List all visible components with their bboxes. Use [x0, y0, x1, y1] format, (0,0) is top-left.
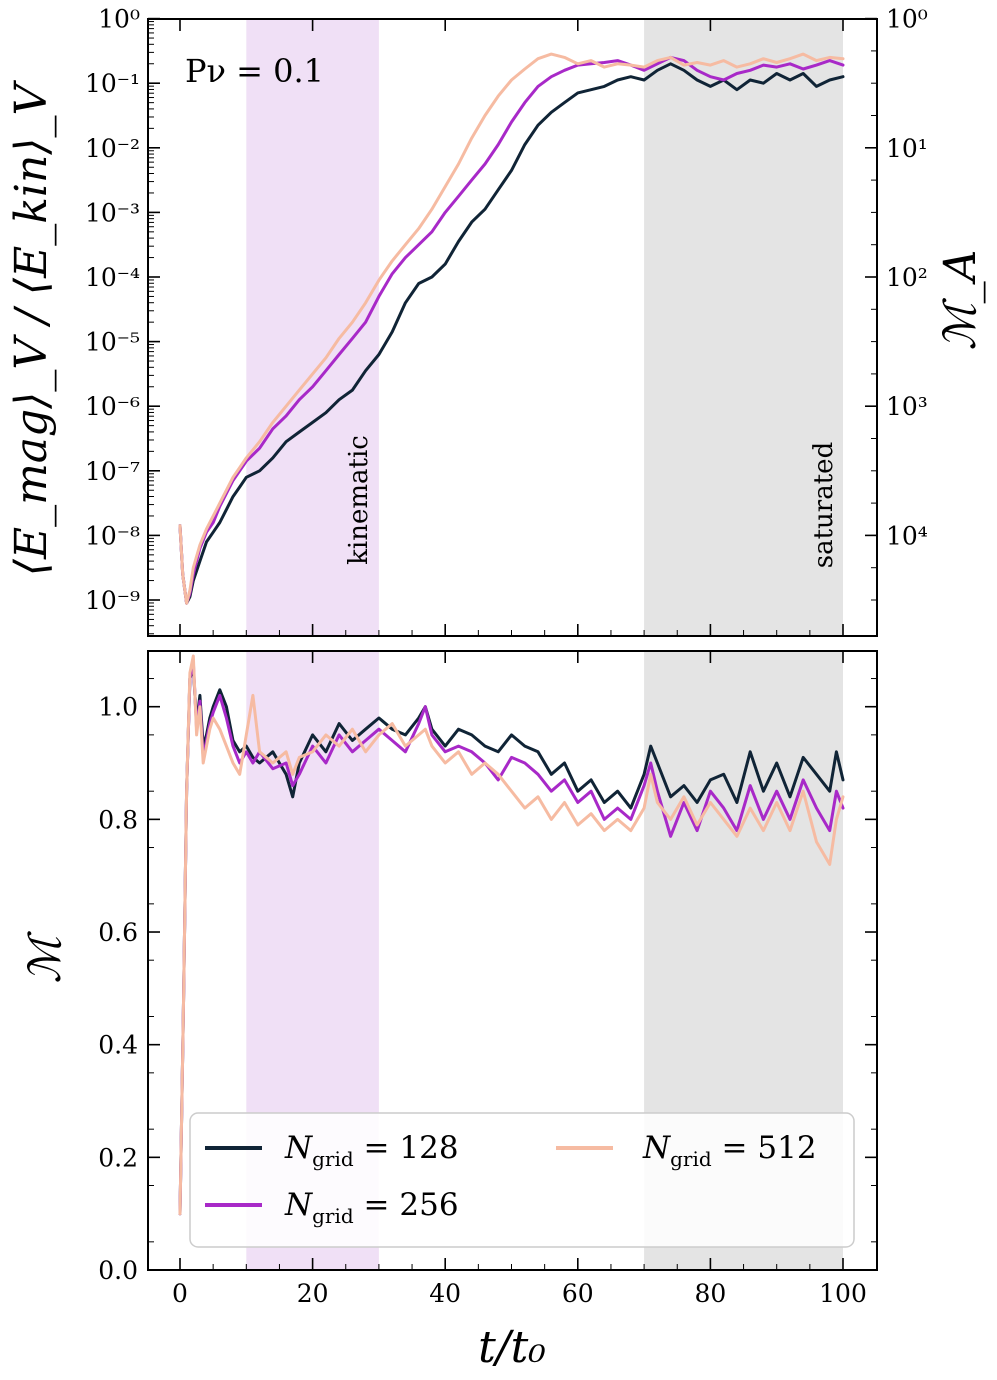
top-ticks-layer: 10⁻⁹ 10⁻⁸ 10⁻⁷ 10⁻⁶ 10⁻⁵ 10⁻⁴ 10⁻³ 10⁻² 10⁻¹ 10⁰ 1… [85, 5, 928, 636]
top-series-128 [178, 62, 845, 605]
saturated-label: saturated [809, 442, 839, 568]
top-ytick-right-label: 10¹ [886, 134, 928, 163]
top-region-kinematic [246, 19, 379, 636]
legend-sub-512: grid [670, 1147, 712, 1171]
bottom-ytick-label: 1.0 [98, 693, 138, 722]
top-ytick-right-label: 10² [886, 263, 928, 292]
bottom-xtick-label: 40 [429, 1279, 461, 1308]
legend-box [189, 1112, 855, 1248]
top-ytick-label: 10⁻³ [85, 198, 140, 227]
top-ytick-label: 10⁻¹ [85, 69, 140, 98]
kinematic-label: kinematic [344, 435, 374, 565]
bottom-xlabel: t/t₀ [478, 1322, 546, 1373]
top-region-layer [246, 19, 843, 636]
top-ytick-label: 10⁰ [98, 5, 140, 34]
legend-var-256: N [284, 1187, 314, 1223]
top-ytick-label: 10⁻⁵ [85, 328, 140, 357]
bottom-series-layer [178, 654, 845, 1216]
legend-eq-256: = 256 [354, 1187, 459, 1223]
bottom-series-512 [178, 654, 845, 1216]
top-ytick-right-label: 10⁰ [886, 5, 928, 34]
bottom-ytick-label: 0.2 [98, 1143, 138, 1172]
top-series-512 [178, 52, 845, 605]
top-ytick-label: 10⁻⁴ [85, 263, 140, 292]
top-region-saturated [644, 19, 843, 636]
bottom-ytick-label: 0.4 [98, 1031, 138, 1060]
bottom-ylabel: ℳ [20, 931, 71, 984]
bottom-ticks-layer: 0.0 0.2 0.4 0.6 0.8 1.0 0 20 40 60 80 100 [98, 630, 877, 1308]
top-ytick-label: 10⁻⁶ [85, 392, 140, 421]
bottom-ytick-label: 0.0 [98, 1256, 138, 1285]
legend-label-256: Ngrid = 256 [284, 1187, 459, 1228]
legend-var-512: N [642, 1130, 672, 1166]
top-panel: 10⁻⁹ 10⁻⁸ 10⁻⁷ 10⁻⁶ 10⁻⁵ 10⁻⁴ 10⁻³ 10⁻² 10⁻¹ 10⁰ 1… [6, 5, 986, 637]
legend-label-512: Ngrid = 512 [642, 1130, 817, 1171]
bottom-xtick-label: 0 [172, 1279, 188, 1308]
bottom-series-256 [178, 660, 845, 1216]
bottom-xtick-label: 60 [562, 1279, 594, 1308]
top-ytick-label: 10⁻⁷ [85, 457, 140, 486]
top-ytick-right-label: 10³ [886, 392, 928, 421]
bottom-ytick-label: 0.8 [98, 805, 138, 834]
top-axes-frame [147, 18, 878, 637]
legend-eq-512: = 512 [712, 1130, 817, 1166]
top-ytick-label: 10⁻² [85, 134, 140, 163]
legend: Ngrid = 128 Ngrid = 256 Ngrid = 512 [189, 1112, 855, 1248]
bottom-ytick-label: 0.6 [98, 918, 138, 947]
legend-sub-128: grid [312, 1147, 354, 1171]
bottom-panel: 0.0 0.2 0.4 0.6 0.8 1.0 0 20 40 60 80 100 ℳ t/t₀ Ng… [20, 630, 878, 1373]
legend-sub-256: grid [312, 1204, 354, 1228]
legend-label-128: Ngrid = 128 [284, 1130, 459, 1171]
bottom-xtick-label: 20 [297, 1279, 329, 1308]
top-ytick-right-label: 10⁴ [886, 521, 928, 550]
top-series-layer [178, 52, 845, 605]
top-ylabel-right: ℳ_A [935, 250, 986, 351]
legend-var-128: N [284, 1130, 314, 1166]
legend-eq-128: = 128 [354, 1130, 459, 1166]
bottom-series-128 [178, 665, 845, 1216]
bottom-xtick-label: 80 [694, 1279, 726, 1308]
top-ytick-label: 10⁻⁹ [85, 586, 140, 615]
pnu-annotation: Pν = 0.1 [185, 52, 324, 90]
bottom-xtick-label: 100 [819, 1279, 867, 1308]
top-ytick-label: 10⁻⁸ [85, 521, 140, 550]
top-ylabel: ⟨E_mag⟩_V / ⟨E_kin⟩_V [6, 80, 57, 577]
